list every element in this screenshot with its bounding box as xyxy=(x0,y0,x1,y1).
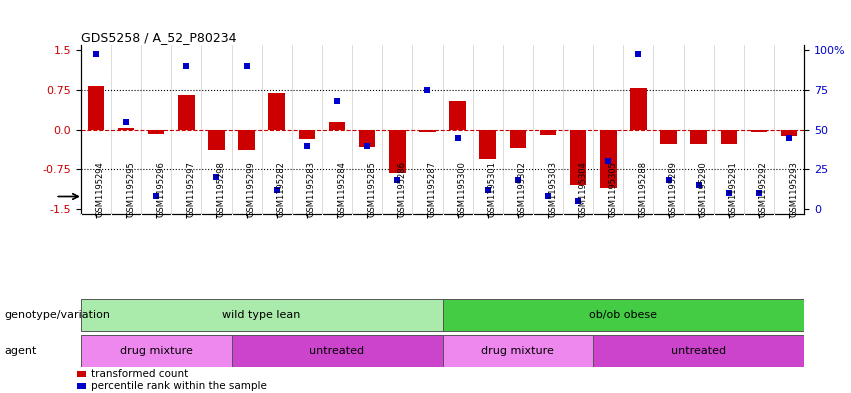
Text: ob/ob obese: ob/ob obese xyxy=(590,310,657,320)
Point xyxy=(391,177,404,184)
Text: GSM1195300: GSM1195300 xyxy=(458,162,466,217)
Text: GSM1195290: GSM1195290 xyxy=(699,162,708,217)
Bar xyxy=(751,130,768,132)
Bar xyxy=(721,130,737,145)
Point xyxy=(571,198,585,204)
Bar xyxy=(88,86,104,130)
Bar xyxy=(328,122,346,130)
Text: GSM1195304: GSM1195304 xyxy=(578,162,587,217)
Text: genotype/variation: genotype/variation xyxy=(4,310,111,320)
Text: percentile rank within the sample: percentile rank within the sample xyxy=(91,381,267,391)
Text: GSM1195297: GSM1195297 xyxy=(186,162,196,217)
FancyBboxPatch shape xyxy=(81,299,443,331)
Point xyxy=(722,190,735,196)
Text: untreated: untreated xyxy=(310,346,364,356)
FancyBboxPatch shape xyxy=(81,335,231,367)
Bar xyxy=(630,88,647,130)
Text: GSM1195305: GSM1195305 xyxy=(608,162,617,217)
Point xyxy=(330,98,344,104)
Bar xyxy=(660,130,677,145)
Text: GSM1195298: GSM1195298 xyxy=(216,162,226,217)
Text: untreated: untreated xyxy=(671,346,726,356)
Point xyxy=(451,134,465,141)
FancyBboxPatch shape xyxy=(443,335,593,367)
Text: GSM1195287: GSM1195287 xyxy=(427,162,437,217)
Bar xyxy=(420,130,436,132)
Text: drug mixture: drug mixture xyxy=(120,346,192,356)
Bar xyxy=(570,130,586,185)
Bar xyxy=(600,130,617,188)
Point xyxy=(209,174,223,180)
Point xyxy=(180,63,193,70)
Bar xyxy=(510,130,526,148)
Text: wild type lean: wild type lean xyxy=(222,310,301,320)
Text: GSM1195296: GSM1195296 xyxy=(157,162,165,217)
Bar xyxy=(690,130,707,145)
FancyBboxPatch shape xyxy=(231,335,443,367)
Point xyxy=(692,182,705,188)
Text: GSM1195288: GSM1195288 xyxy=(638,162,648,217)
Point xyxy=(119,119,133,125)
Bar xyxy=(479,130,496,159)
Point xyxy=(782,134,796,141)
Text: GSM1195295: GSM1195295 xyxy=(126,162,135,217)
Point xyxy=(420,87,434,93)
Text: GSM1195289: GSM1195289 xyxy=(669,162,677,217)
Text: GSM1195292: GSM1195292 xyxy=(759,162,768,217)
Point xyxy=(240,63,254,70)
Point xyxy=(662,177,676,184)
Bar xyxy=(238,130,255,150)
Text: GSM1195301: GSM1195301 xyxy=(488,162,497,217)
Point xyxy=(270,187,283,193)
Text: transformed count: transformed count xyxy=(91,369,188,379)
Text: GDS5258 / A_52_P80234: GDS5258 / A_52_P80234 xyxy=(81,31,237,44)
Text: GSM1195299: GSM1195299 xyxy=(247,162,255,217)
Text: GSM1195286: GSM1195286 xyxy=(397,162,406,217)
Text: GSM1195284: GSM1195284 xyxy=(337,162,346,217)
Bar xyxy=(359,130,375,147)
FancyBboxPatch shape xyxy=(593,335,804,367)
Text: GSM1195291: GSM1195291 xyxy=(728,162,738,217)
FancyBboxPatch shape xyxy=(443,299,804,331)
Bar xyxy=(148,130,164,134)
Point xyxy=(300,142,314,149)
Point xyxy=(541,193,555,199)
Bar xyxy=(77,371,86,377)
Text: drug mixture: drug mixture xyxy=(482,346,554,356)
Text: GSM1195285: GSM1195285 xyxy=(367,162,376,217)
Point xyxy=(511,177,525,184)
Bar xyxy=(178,95,195,130)
Point xyxy=(89,51,103,57)
Text: GSM1195302: GSM1195302 xyxy=(518,162,527,217)
Bar xyxy=(449,101,465,130)
Point xyxy=(602,158,615,165)
Bar xyxy=(781,130,797,136)
Bar xyxy=(77,383,86,389)
Bar xyxy=(117,128,134,130)
Bar xyxy=(299,130,315,139)
Point xyxy=(481,187,494,193)
Text: GSM1195282: GSM1195282 xyxy=(277,162,286,217)
Text: GSM1195294: GSM1195294 xyxy=(96,162,105,217)
Point xyxy=(631,51,645,57)
Text: GSM1195283: GSM1195283 xyxy=(307,162,316,217)
Bar xyxy=(208,130,225,150)
Text: GSM1195293: GSM1195293 xyxy=(789,162,798,217)
Point xyxy=(752,190,766,196)
Bar xyxy=(389,130,406,173)
Text: agent: agent xyxy=(4,346,37,356)
Bar xyxy=(540,130,557,135)
Point xyxy=(150,193,163,199)
Text: GSM1195303: GSM1195303 xyxy=(548,162,557,217)
Bar xyxy=(268,93,285,130)
Point xyxy=(360,142,374,149)
